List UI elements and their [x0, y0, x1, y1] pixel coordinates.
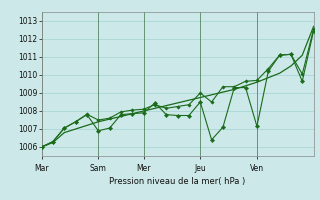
X-axis label: Pression niveau de la mer( hPa ): Pression niveau de la mer( hPa ) — [109, 177, 246, 186]
